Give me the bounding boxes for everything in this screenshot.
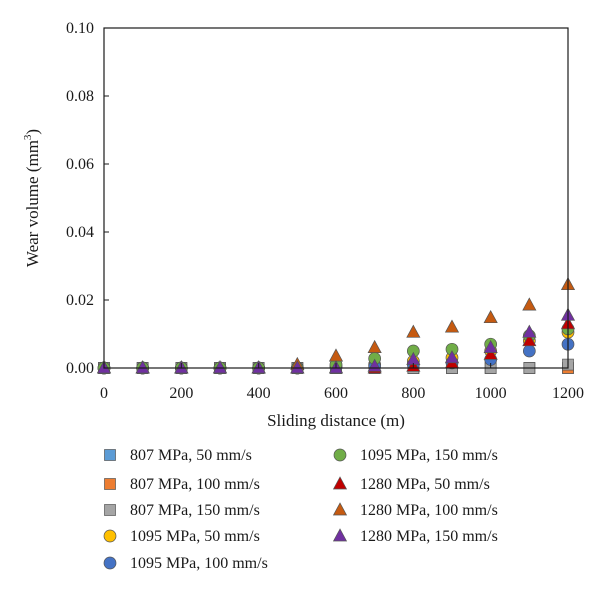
- y-axis-title: Wear volume (mm3): [22, 129, 42, 267]
- data-point: [483, 309, 498, 324]
- y-tick-label: 0.00: [66, 360, 94, 377]
- data-point: [483, 339, 498, 353]
- data-point: [444, 319, 460, 333]
- legend-marker: [332, 528, 348, 542]
- data-point: [522, 344, 536, 358]
- legend-item: 1095 MPa, 150 mm/s: [333, 447, 498, 464]
- legend-label: 807 MPa, 50 mm/s: [130, 447, 252, 464]
- data-point: [444, 350, 460, 364]
- y-tick-label: 0.06: [66, 156, 94, 173]
- x-tick-label: 200: [169, 385, 193, 402]
- y-tick-label: 0.08: [66, 88, 94, 105]
- legend-marker: [332, 476, 348, 490]
- x-tick-label: 1000: [475, 385, 507, 402]
- data-point: [212, 360, 228, 374]
- legend-marker: [104, 449, 116, 461]
- y-tick-label: 0.10: [66, 20, 94, 37]
- x-tick-label: 1200: [552, 385, 584, 402]
- data-point: [406, 324, 421, 338]
- data-point: [135, 360, 150, 374]
- data-point: [367, 339, 382, 353]
- legend-item: 1280 MPa, 100 mm/s: [332, 502, 498, 519]
- legend-item: 1280 MPa, 150 mm/s: [332, 528, 498, 545]
- x-tick-label: 400: [247, 385, 271, 402]
- y-tick-label: 0.04: [66, 224, 94, 241]
- series-8: [96, 276, 576, 374]
- legend-item: 807 MPa, 50 mm/s: [104, 447, 252, 464]
- data-point: [522, 297, 537, 311]
- legend-marker: [332, 502, 348, 516]
- legend-label: 1280 MPa, 150 mm/s: [360, 528, 498, 545]
- legend-label: 1280 MPa, 50 mm/s: [360, 476, 490, 493]
- legend-item: 1095 MPa, 50 mm/s: [103, 528, 260, 545]
- axes: 0 200 400 600 800 1000 1200 0.00 0.02 0.04 0.06 0.0…: [22, 20, 584, 430]
- legend-marker: [103, 529, 117, 543]
- legend-label: 807 MPa, 100 mm/s: [130, 476, 260, 493]
- legend-label: 1095 MPa, 150 mm/s: [360, 447, 498, 464]
- legend-label: 1095 MPa, 50 mm/s: [130, 528, 260, 545]
- data-point: [328, 348, 344, 362]
- y-tick-label: 0.02: [66, 292, 94, 309]
- data-point: [522, 333, 537, 347]
- legend-marker: [104, 504, 116, 516]
- x-tick-label: 600: [324, 385, 348, 402]
- legend-item: 1095 MPa, 100 mm/s: [103, 555, 268, 572]
- x-tick-label: 0: [100, 385, 108, 402]
- data-point: [290, 360, 305, 374]
- plot-area: [96, 276, 576, 375]
- data-point: [483, 346, 498, 360]
- legend-item: 807 MPa, 100 mm/s: [104, 476, 260, 493]
- legend-label: 1095 MPa, 100 mm/s: [130, 555, 268, 572]
- legend-marker: [333, 448, 347, 462]
- legend-label: 807 MPa, 150 mm/s: [130, 502, 260, 519]
- plot-frame: [103, 27, 569, 369]
- x-axis-title: Sliding distance (m): [267, 411, 405, 430]
- legend-marker: [103, 556, 117, 570]
- legend: 807 MPa, 50 mm/s 807 MPa, 100 mm/s 807 MPa…: [103, 447, 498, 572]
- legend-item: 807 MPa, 150 mm/s: [104, 502, 260, 519]
- x-tick-label: 800: [401, 385, 425, 402]
- data-point: [522, 324, 537, 338]
- legend-marker: [104, 478, 116, 490]
- legend-item: 1280 MPa, 50 mm/s: [332, 476, 490, 493]
- legend-label: 1280 MPa, 100 mm/s: [360, 502, 498, 519]
